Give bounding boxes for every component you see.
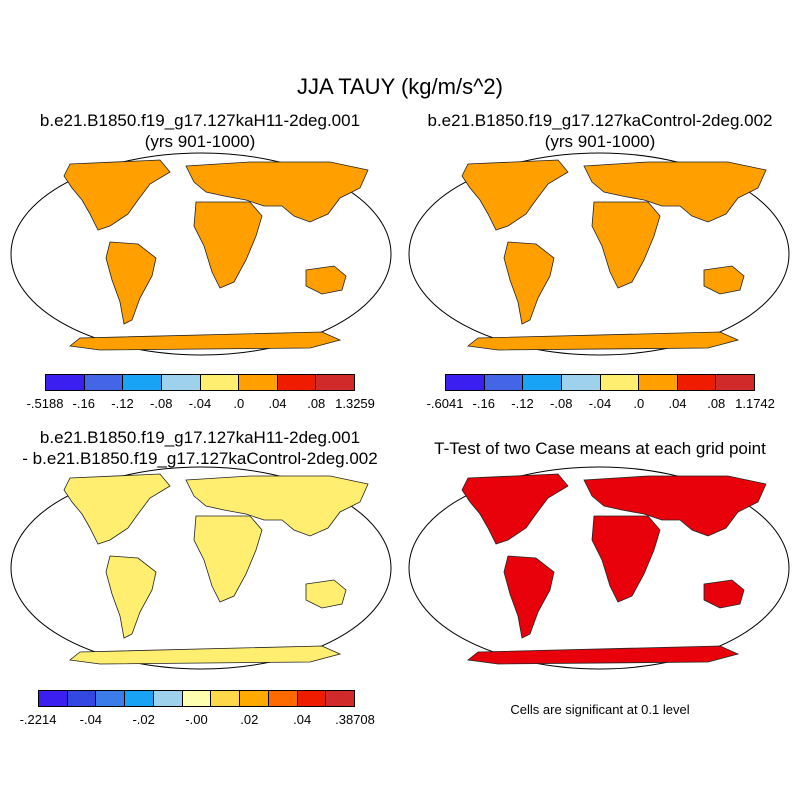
colorbar-1-label-5: .0 xyxy=(233,396,245,411)
colorbar-2-label-8: 1.1742 xyxy=(735,396,775,411)
colorbar-2-swatch-5 xyxy=(639,375,678,390)
figure-title: JJA TAUY (kg/m/s^2) xyxy=(297,74,503,99)
map-3-north-america xyxy=(63,473,171,545)
colorbar-3-swatch-7 xyxy=(240,691,269,706)
colorbar-1-label-4: -.04 xyxy=(188,396,212,411)
map-3-australia xyxy=(305,579,347,609)
colorbar-2-label-3: -.08 xyxy=(550,396,573,411)
map-panel-h11 xyxy=(10,152,392,356)
map-4-eurasia xyxy=(583,475,767,537)
map-1-antarctica xyxy=(69,331,342,351)
colorbar-1-swatch-0 xyxy=(46,375,85,390)
colorbar-3-swatch-2 xyxy=(96,691,126,706)
colorbar-3-swatch-9 xyxy=(297,691,327,706)
panel4-title: T-Test of two Case means at each grid po… xyxy=(400,438,800,459)
colorbar-2-swatch-7 xyxy=(716,375,754,390)
map-3-africa xyxy=(193,515,263,603)
colorbar-3-swatch-8 xyxy=(268,691,298,706)
panel3-title: b.e21.B1850.f19_g17.127kaH11-2deg.001 - … xyxy=(0,427,400,469)
map-1-south-america xyxy=(105,241,157,325)
colorbar-3-label-5: .04 xyxy=(293,712,312,727)
colorbar-3-swatch-4 xyxy=(153,691,183,706)
colorbar-3-label-6: .38708 xyxy=(335,712,375,727)
colorbar-2-label-4: -.04 xyxy=(588,396,612,411)
map-1-north-america xyxy=(63,159,171,231)
colorbar-1-label-1: -.16 xyxy=(72,396,95,411)
map-3-eurasia xyxy=(185,475,369,537)
colorbar-2-swatch-1 xyxy=(484,375,524,390)
colorbar-1-label-0: -.5188 xyxy=(26,396,64,411)
colorbar-h11 xyxy=(45,374,355,391)
map-2-north-america xyxy=(461,159,569,231)
colorbar-1-swatch-3 xyxy=(161,375,201,390)
colorbar-3-swatch-10 xyxy=(326,691,355,706)
colorbar-1-swatch-1 xyxy=(84,375,124,390)
significance-note: Cells are significant at 0.1 level xyxy=(510,702,690,717)
panel3-title-line2: - b.e21.B1850.f19_g17.127kaControl-2deg.… xyxy=(22,449,378,468)
colorbar-2-label-6: .04 xyxy=(668,396,687,411)
panel2-title-line2: (yrs 901-1000) xyxy=(544,132,656,151)
map-2-africa xyxy=(591,201,661,289)
map-2-eurasia xyxy=(583,161,767,223)
colorbar-2-swatch-6 xyxy=(677,375,717,390)
map-panel-ttest xyxy=(408,466,790,670)
colorbar-3-label-2: -.02 xyxy=(132,712,155,727)
colorbar-1-swatch-4 xyxy=(200,375,240,390)
colorbar-3-swatch-1 xyxy=(67,691,97,706)
map-panel-difference xyxy=(10,466,392,670)
panel4-title-line1: T-Test of two Case means at each grid po… xyxy=(434,439,766,458)
colorbar-1-label-2: -.12 xyxy=(111,396,134,411)
map-4-north-america xyxy=(461,473,569,545)
colorbar-3-label-3: -.00 xyxy=(185,712,208,727)
colorbar-2-label-2: -.12 xyxy=(511,396,534,411)
colorbar-difference xyxy=(38,690,355,707)
map-4-south-america xyxy=(503,555,555,639)
map-2-australia xyxy=(703,265,745,295)
colorbar-3-swatch-6 xyxy=(211,691,241,706)
colorbar-2-swatch-0 xyxy=(446,375,485,390)
colorbar-1-label-6: .04 xyxy=(268,396,287,411)
colorbar-3-swatch-5 xyxy=(182,691,212,706)
map-1-africa xyxy=(193,201,263,289)
colorbar-1-swatch-2 xyxy=(123,375,162,390)
panel2-title: b.e21.B1850.f19_g17.127kaControl-2deg.00… xyxy=(400,110,800,152)
map-4-australia xyxy=(703,579,745,609)
colorbar-1-label-7: .08 xyxy=(307,396,326,411)
map-2-antarctica xyxy=(467,331,740,351)
panel3-title-line1: b.e21.B1850.f19_g17.127kaH11-2deg.001 xyxy=(39,428,361,447)
map-1-australia xyxy=(305,265,347,295)
map-3-antarctica xyxy=(69,645,342,665)
colorbar-1-label-8: 1.3259 xyxy=(335,396,375,411)
map-3-south-america xyxy=(105,555,157,639)
colorbar-control xyxy=(445,374,755,391)
map-4-africa xyxy=(591,515,661,603)
map-2-south-america xyxy=(503,241,555,325)
colorbar-2-label-1: -.16 xyxy=(472,396,495,411)
colorbar-3-label-1: -.04 xyxy=(79,712,103,727)
colorbar-1-swatch-5 xyxy=(239,375,278,390)
colorbar-2-swatch-3 xyxy=(561,375,601,390)
colorbar-2-swatch-2 xyxy=(523,375,562,390)
panel1-title-line2: (yrs 901-1000) xyxy=(144,132,256,151)
map-1-eurasia xyxy=(185,161,369,223)
panel2-title-line1: b.e21.B1850.f19_g17.127kaControl-2deg.00… xyxy=(427,111,773,130)
colorbar-3-label-4: .02 xyxy=(240,712,259,727)
panel1-title: b.e21.B1850.f19_g17.127kaH11-2deg.001 (y… xyxy=(0,110,400,152)
colorbar-1-swatch-7 xyxy=(316,375,354,390)
map-panel-control xyxy=(408,152,790,356)
colorbar-3-swatch-0 xyxy=(39,691,68,706)
map-4-antarctica xyxy=(467,645,740,665)
colorbar-2-label-5: .0 xyxy=(633,396,645,411)
colorbar-1-swatch-6 xyxy=(277,375,317,390)
colorbar-3-swatch-3 xyxy=(125,691,154,706)
panel1-title-line1: b.e21.B1850.f19_g17.127kaH11-2deg.001 xyxy=(39,111,361,130)
colorbar-1-label-3: -.08 xyxy=(150,396,173,411)
colorbar-2-label-7: .08 xyxy=(707,396,726,411)
colorbar-3-label-0: -.2214 xyxy=(19,712,57,727)
colorbar-2-swatch-4 xyxy=(600,375,640,390)
colorbar-2-label-0: -.6041 xyxy=(426,396,464,411)
